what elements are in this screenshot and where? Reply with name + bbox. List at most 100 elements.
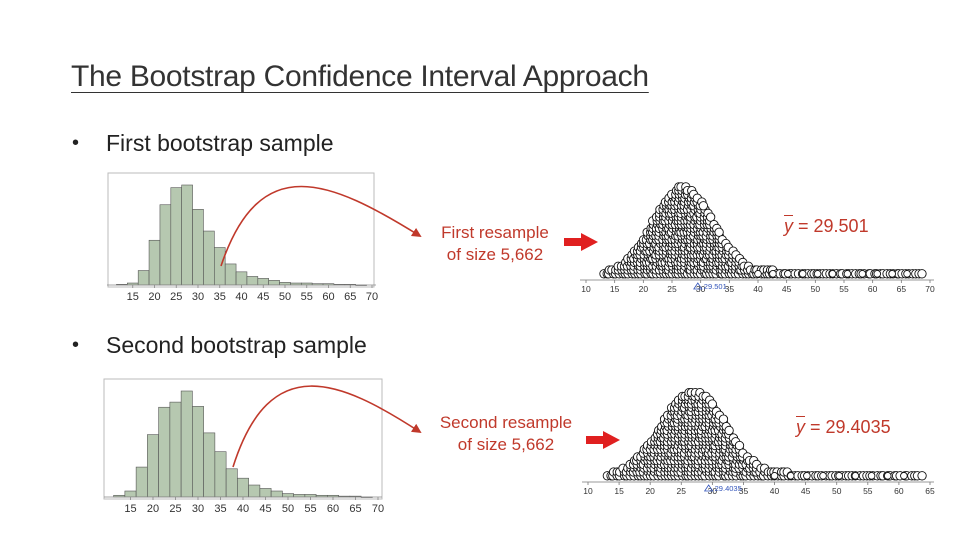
resample-label-2: Second resample of size 5,662 xyxy=(428,412,584,456)
tick-label: 25 xyxy=(169,503,181,515)
tick-label: 20 xyxy=(639,284,649,294)
tick-label: 60 xyxy=(322,291,334,303)
bullet-second-sample: • Second bootstrap sample xyxy=(72,332,367,359)
dot xyxy=(803,471,811,480)
tick-label: 30 xyxy=(192,503,204,515)
tick-label: 25 xyxy=(677,486,687,496)
tick-label: 60 xyxy=(868,284,878,294)
tick-label: 45 xyxy=(257,291,269,303)
histogram-bar xyxy=(169,401,182,498)
dot xyxy=(769,269,777,278)
bullet-marker: • xyxy=(72,334,80,356)
dot xyxy=(784,269,792,278)
dot xyxy=(707,399,717,409)
resample-label-line2: of size 5,662 xyxy=(446,245,544,264)
dot xyxy=(754,269,762,278)
histogram-1: 15 20 25 30 35 40 45 50 55 60 65 70 xyxy=(107,184,378,303)
tick-label: 70 xyxy=(925,284,935,294)
ybar-symbol: y xyxy=(796,417,805,437)
tick-label: 20 xyxy=(148,291,160,303)
tick-label: 40 xyxy=(753,284,763,294)
dot xyxy=(828,269,837,278)
tick-label: 40 xyxy=(237,503,249,515)
tick-label: 15 xyxy=(124,503,136,515)
tick-label: 50 xyxy=(282,503,294,515)
histogram-bar xyxy=(203,230,215,286)
tick-label: 55 xyxy=(839,284,849,294)
histogram-bar xyxy=(170,187,182,286)
histogram-bar xyxy=(203,432,216,498)
tick-label: 55 xyxy=(863,486,873,496)
bullet-text: First bootstrap sample xyxy=(106,130,334,156)
histogram-bar xyxy=(181,184,193,286)
tick-label: 60 xyxy=(327,503,339,515)
histogram-bar xyxy=(225,468,238,498)
histogram-bar xyxy=(246,276,259,286)
sample-mean-2: y = 29.4035 xyxy=(796,417,891,438)
tick-label: 50 xyxy=(811,284,821,294)
bullet-text: Second bootstrap sample xyxy=(106,332,367,358)
block-arrow-right-1 xyxy=(564,233,598,251)
tick-label: 65 xyxy=(925,486,935,496)
ybar-symbol: y xyxy=(784,216,793,236)
dot xyxy=(734,440,745,451)
tick-label: 10 xyxy=(581,284,591,294)
tick-label: 50 xyxy=(832,486,842,496)
block-arrow-right-2 xyxy=(586,431,620,449)
curved-arrow-1 xyxy=(220,185,422,267)
tick-label: 65 xyxy=(897,284,907,294)
tick-label: 45 xyxy=(259,503,271,515)
bullet-first-sample: • First bootstrap sample xyxy=(72,130,334,157)
tick-label: 40 xyxy=(770,486,780,496)
tick-label: 25 xyxy=(170,291,182,303)
sample-mean-1: y = 29.501 xyxy=(784,216,869,237)
dot xyxy=(873,269,882,278)
mean-value: = 29.4035 xyxy=(810,417,891,437)
tick-label: 55 xyxy=(301,291,313,303)
histogram-bar xyxy=(282,493,294,498)
dot xyxy=(858,269,867,278)
tick-label: 70 xyxy=(372,503,384,515)
tick-label: 20 xyxy=(645,486,655,496)
dot xyxy=(900,471,908,480)
histogram-bar xyxy=(192,209,204,286)
mean-marker xyxy=(703,484,714,492)
histogram-2: 15 20 25 30 35 40 45 50 55 60 65 70 xyxy=(104,390,384,515)
dot xyxy=(813,269,822,278)
dot xyxy=(851,471,860,480)
tick-label: 10 xyxy=(583,486,593,496)
bullet-marker: • xyxy=(72,132,80,154)
dot xyxy=(917,471,927,481)
histogram-bar xyxy=(180,390,193,498)
dot xyxy=(867,471,876,480)
histogram-bar xyxy=(147,434,159,498)
histogram-bar xyxy=(268,280,280,286)
mean-marker-label: 29.501 xyxy=(704,282,727,291)
histogram-bar xyxy=(135,466,148,498)
tick-label: 15 xyxy=(610,284,620,294)
dot xyxy=(770,471,779,480)
tick-label: 70 xyxy=(366,291,378,303)
resample-label-line1: Second resample xyxy=(439,413,573,432)
dot xyxy=(786,471,795,480)
tick-label: 55 xyxy=(304,503,316,515)
histogram-bar xyxy=(148,239,161,286)
dot xyxy=(903,269,911,278)
dot xyxy=(706,212,716,222)
dot xyxy=(724,425,734,436)
resample-label-1: First resample of size 5,662 xyxy=(428,222,562,266)
histogram-bar xyxy=(248,484,261,498)
curved-arrow-2 xyxy=(232,385,422,468)
tick-label: 35 xyxy=(214,503,226,515)
histogram-bar xyxy=(124,490,137,498)
histogram-bar xyxy=(237,477,249,498)
histogram-bar xyxy=(235,271,248,286)
tick-label: 65 xyxy=(344,291,356,303)
tick-label: 45 xyxy=(801,486,811,496)
histogram-bar xyxy=(192,406,204,498)
mean-value: = 29.501 xyxy=(798,216,869,236)
tick-label: 20 xyxy=(147,503,159,515)
tick-label: 45 xyxy=(782,284,792,294)
